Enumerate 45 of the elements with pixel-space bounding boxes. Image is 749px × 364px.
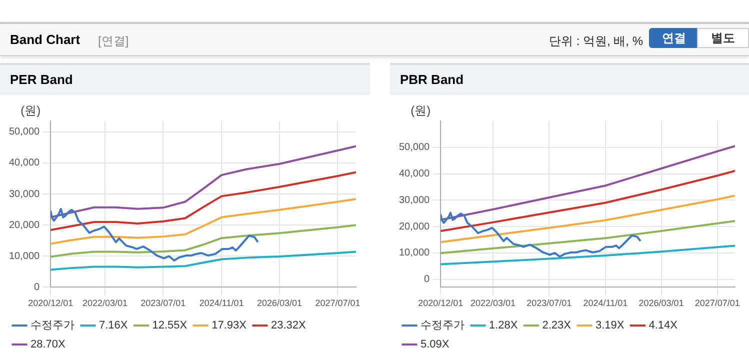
- x-tick-label: 2023/07/01: [526, 298, 572, 308]
- x-tick-label: 2024/11/01: [199, 298, 244, 308]
- text: Band Chart: [10, 32, 80, 47]
- legend-label: 23.32X: [270, 320, 306, 332]
- legend-label: 17.93X: [212, 320, 248, 332]
- legend-label: 수정주가: [420, 320, 464, 332]
- legend-label: 28.70X: [30, 338, 66, 351]
- text: [연결]: [98, 33, 129, 50]
- chart-title: PBR Band: [390, 65, 749, 95]
- y-tick-label: 40,000: [8, 158, 40, 169]
- x-tick-label: 2024/11/01: [583, 298, 628, 308]
- y-tick-label: 30,000: [8, 188, 40, 200]
- legend-label: 12.55X: [152, 320, 188, 332]
- x-tick-label: 2027/07/01: [694, 298, 740, 308]
- y-tick-label: 0: [34, 282, 40, 293]
- text: 단위 : 억원, 배, %: [548, 33, 643, 50]
- x-tick-label: 2022/03/01: [470, 298, 516, 308]
- y-tick-label: 40,000: [398, 168, 430, 180]
- x-tick-label: 2020/12/01: [418, 298, 464, 308]
- text: 연결: [649, 28, 699, 48]
- legend-label: 4.14X: [648, 320, 678, 332]
- chart-title: PER Band: [0, 65, 370, 95]
- y-tick-label: 10,000: [8, 250, 40, 262]
- y-axis-title: (원): [20, 103, 41, 118]
- legend-label: 수정주가: [30, 320, 74, 332]
- x-tick-label: 2026/03/01: [638, 298, 684, 308]
- y-tick-label: 0: [424, 274, 430, 286]
- legend-label: 3.19X: [595, 320, 625, 332]
- y-tick-label: 10,000: [398, 248, 430, 259]
- legend-label: 5.09X: [420, 338, 450, 351]
- legend-label: 7.16X: [99, 320, 128, 332]
- x-tick-label: 2023/07/01: [140, 298, 186, 308]
- y-tick-label: 50,000: [398, 142, 430, 154]
- y-axis-title: (원): [410, 103, 431, 118]
- legend-label: 2.23X: [542, 320, 572, 332]
- legend-label: 1.28X: [489, 320, 518, 332]
- y-tick-label: 20,000: [398, 221, 430, 232]
- y-tick-label: 30,000: [398, 194, 430, 206]
- text: 별도: [697, 28, 749, 48]
- x-tick-label: 2020/12/01: [28, 298, 74, 308]
- x-tick-label: 2027/07/01: [315, 298, 360, 308]
- x-tick-label: 2026/03/01: [257, 298, 302, 308]
- y-tick-label: 50,000: [8, 126, 40, 138]
- y-tick-label: 20,000: [8, 220, 40, 231]
- x-tick-label: 2022/03/01: [82, 298, 128, 308]
